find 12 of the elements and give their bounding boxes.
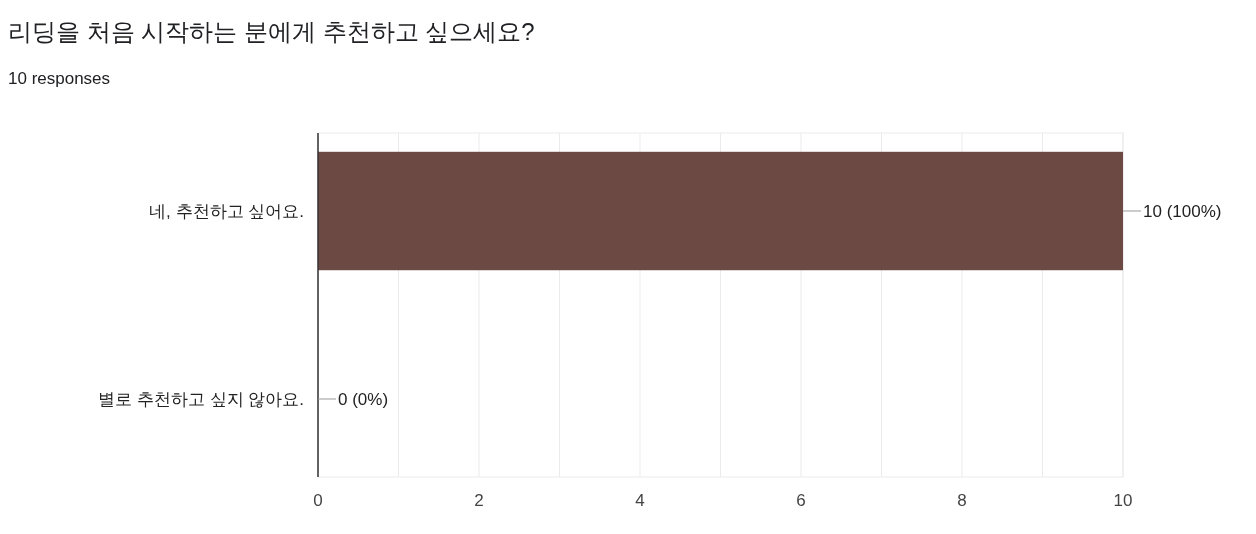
y-tick-label: 별로 추천하고 싶지 않아요. (98, 389, 304, 409)
x-tick-label: 8 (957, 491, 967, 510)
x-tick-label: 6 (796, 491, 806, 510)
x-tick-label: 4 (635, 491, 645, 510)
y-tick-label: 네, 추천하고 싶어요. (149, 202, 304, 222)
x-tick-label: 2 (474, 491, 484, 510)
x-tick-label: 10 (1113, 491, 1133, 510)
x-tick-label: 0 (313, 491, 323, 510)
data-label: 0 (0%) (338, 389, 389, 409)
data-label: 10 (100%) (1143, 202, 1222, 222)
chart-title: 리딩을 처음 시작하는 분에게 추천하고 싶으세요? (8, 18, 535, 45)
text: 10 responses (8, 69, 111, 88)
